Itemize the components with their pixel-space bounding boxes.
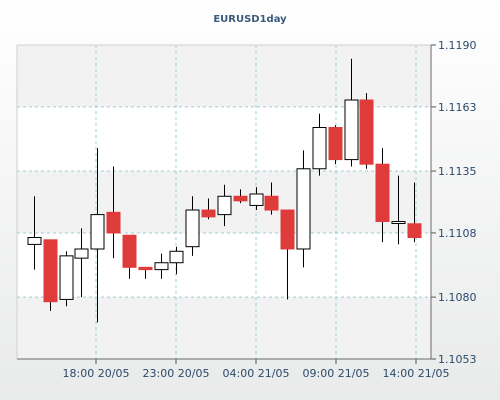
- candle-bearish: [106, 166, 121, 259]
- y-tick-label: 1.1080: [438, 291, 477, 304]
- candle-bearish: [122, 234, 137, 279]
- grid-band: [17, 297, 431, 359]
- candle-body: [217, 195, 232, 216]
- candle-body: [154, 262, 169, 271]
- candle-body: [90, 214, 105, 250]
- candle-bullish: [169, 246, 184, 275]
- candle-bearish: [280, 209, 295, 300]
- candle-body: [43, 239, 58, 303]
- candle-body: [185, 209, 200, 248]
- y-tick-labels: 1.1190 1.1163 1.1135 1.1108 1.1080 1.1053: [438, 39, 477, 366]
- y-tick-label: 1.1108: [438, 227, 477, 240]
- candle-bearish: [201, 198, 216, 220]
- candle-body: [59, 255, 74, 300]
- x-tick-labels: 18:00 20/05 23:00 20/05 04:00 21/05 09:00 2…: [63, 367, 450, 380]
- x-tick-label: 14:00 21/05: [383, 367, 450, 380]
- candle-body: [264, 195, 279, 211]
- candle-body: [359, 99, 374, 165]
- candle-body: [296, 168, 311, 250]
- candle-bullish: [217, 184, 232, 227]
- candle-bullish: [312, 113, 327, 176]
- candle-body: [122, 234, 137, 268]
- candle-bearish: [43, 239, 58, 311]
- candles: [27, 58, 422, 323]
- candle-body: [312, 127, 327, 170]
- candle-bearish: [264, 182, 279, 215]
- candle-body: [74, 248, 89, 259]
- candle-bearish: [233, 189, 248, 204]
- candle-bullish: [59, 251, 74, 307]
- y-tick-label: 1.1053: [438, 353, 477, 366]
- candle-body: [375, 163, 390, 222]
- y-tick-label: 1.1190: [438, 39, 477, 52]
- candle-bullish: [296, 150, 311, 268]
- candle-bullish: [154, 253, 169, 279]
- candle-body: [280, 209, 295, 250]
- candle-body: [27, 237, 42, 245]
- candle-bullish: [90, 148, 105, 323]
- candle-bearish: [407, 182, 422, 243]
- candle-body: [391, 220, 406, 224]
- candle-body: [328, 127, 343, 161]
- candle-body: [201, 209, 216, 218]
- y-tick-label: 1.1163: [438, 101, 477, 114]
- candle-body: [344, 99, 359, 161]
- candle-bullish: [249, 187, 264, 211]
- candle-bullish: [344, 58, 359, 167]
- candle-bearish: [375, 148, 390, 243]
- x-tick-label: 04:00 21/05: [223, 367, 290, 380]
- x-tick-label: 23:00 20/05: [143, 367, 210, 380]
- axes: [16, 44, 436, 364]
- candle-bullish: [27, 196, 42, 270]
- candle-body: [407, 223, 422, 239]
- candle-bullish: [74, 228, 89, 298]
- x-tick-label: 09:00 21/05: [303, 367, 370, 380]
- candle-body: [233, 195, 248, 202]
- candle-body: [106, 211, 121, 234]
- chart-title: EURUSD1day: [213, 14, 287, 25]
- candle-body: [169, 250, 184, 264]
- grid-band: [17, 45, 431, 107]
- candle-body: [138, 266, 153, 271]
- candle-body: [249, 193, 264, 206]
- candle-bearish: [328, 125, 343, 165]
- candle-bearish: [138, 266, 153, 279]
- y-tick-label: 1.1135: [438, 165, 477, 178]
- candle-bearish: [359, 93, 374, 169]
- candle-bullish: [185, 196, 200, 256]
- x-tick-label: 18:00 20/05: [63, 367, 130, 380]
- candle-bullish: [391, 175, 406, 245]
- background-bands: [17, 45, 431, 359]
